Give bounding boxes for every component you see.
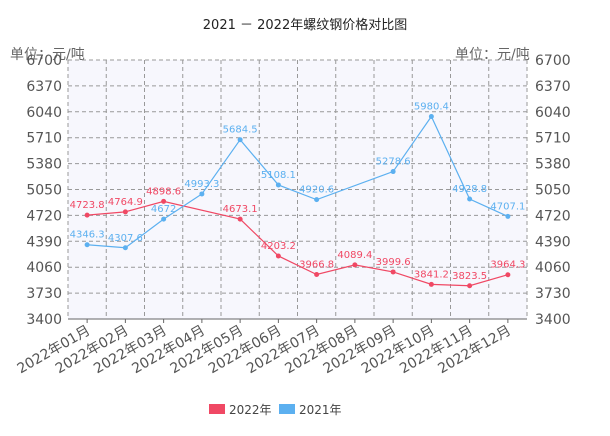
data-label: 5980.4: [414, 101, 449, 112]
data-label: 3841.2: [414, 269, 449, 280]
y-tick-label-right: 6040: [535, 105, 571, 121]
data-label: 4898.6: [146, 186, 181, 197]
y-tick-label-left: 6370: [26, 79, 62, 95]
data-label: 3999.6: [376, 257, 411, 268]
data-label: 3823.5: [452, 271, 487, 282]
data-label: 4764.9: [108, 197, 143, 208]
data-point: [352, 262, 358, 268]
y-tick-label-left: 6040: [26, 105, 62, 121]
y-tick-label-right: 3400: [535, 312, 571, 328]
y-tick-label-left: 6700: [26, 53, 62, 69]
data-point: [428, 113, 434, 119]
data-point: [122, 209, 128, 215]
y-tick-label-left: 4390: [26, 234, 62, 250]
y-tick-label-right: 3730: [535, 286, 571, 302]
data-point: [505, 272, 511, 278]
legend-label: 2021年: [299, 403, 342, 417]
data-label: 4346.3: [70, 230, 105, 241]
data-point: [161, 216, 167, 222]
y-axis-unit-left: 单位：元/吨: [10, 47, 85, 63]
data-label: 4993.3: [184, 179, 219, 190]
data-point: [505, 213, 511, 219]
y-tick-label-right: 5380: [535, 157, 571, 173]
data-label: 4707.1: [490, 201, 525, 212]
data-point: [199, 191, 205, 197]
data-label: 4089.4: [337, 250, 372, 261]
data-label: 4920.6: [299, 185, 334, 196]
y-tick-label-left: 4060: [26, 260, 62, 276]
legend-label: 2022年: [229, 403, 272, 417]
data-label: 3966.8: [299, 260, 334, 271]
data-label: 5684.5: [223, 125, 258, 136]
y-tick-label-right: 4390: [535, 234, 571, 250]
data-point: [314, 197, 320, 203]
y-tick-label-left: 3730: [26, 286, 62, 302]
data-point: [428, 281, 434, 287]
y-tick-label-right: 6700: [535, 53, 571, 69]
data-point: [237, 137, 243, 143]
data-point: [84, 242, 90, 248]
y-tick-label-right: 5050: [535, 183, 571, 199]
data-point: [390, 269, 396, 275]
y-tick-label-left: 5050: [26, 183, 62, 199]
data-label: 4203.2: [261, 241, 296, 252]
data-point: [390, 169, 396, 175]
data-point: [314, 272, 320, 278]
y-tick-label-right: 6370: [535, 79, 571, 95]
data-label: 4673.1: [223, 204, 258, 215]
data-label: 3964.3: [490, 260, 525, 271]
y-tick-label-left: 4720: [26, 208, 62, 224]
data-point: [122, 245, 128, 251]
data-label: 4307.6: [108, 233, 143, 244]
y-axis-unit-right: 单位：元/吨: [455, 47, 530, 63]
legend: 2022年 2021年: [0, 400, 610, 420]
y-tick-label-right: 4060: [535, 260, 571, 276]
legend-swatch: [209, 404, 225, 414]
y-tick-label-left: 5380: [26, 157, 62, 173]
data-point: [237, 216, 243, 222]
data-point: [467, 283, 473, 289]
data-label: 5278.6: [376, 157, 411, 168]
y-tick-label-right: 5710: [535, 131, 571, 147]
data-label: 4723.8: [70, 200, 105, 211]
data-label: 4928.8: [452, 184, 487, 195]
data-point: [275, 182, 281, 188]
y-tick-label-right: 4720: [535, 208, 571, 224]
chart-title: 2021 － 2022年螺纹钢价格对比图: [202, 18, 408, 33]
data-label: 4672: [151, 204, 176, 215]
data-point: [161, 198, 167, 204]
data-label: 5108.1: [261, 170, 296, 181]
y-tick-label-left: 3400: [26, 312, 62, 328]
data-point: [467, 196, 473, 202]
data-point: [84, 212, 90, 218]
data-point: [275, 253, 281, 259]
legend-swatch: [279, 404, 295, 414]
y-tick-label-left: 5710: [26, 131, 62, 147]
